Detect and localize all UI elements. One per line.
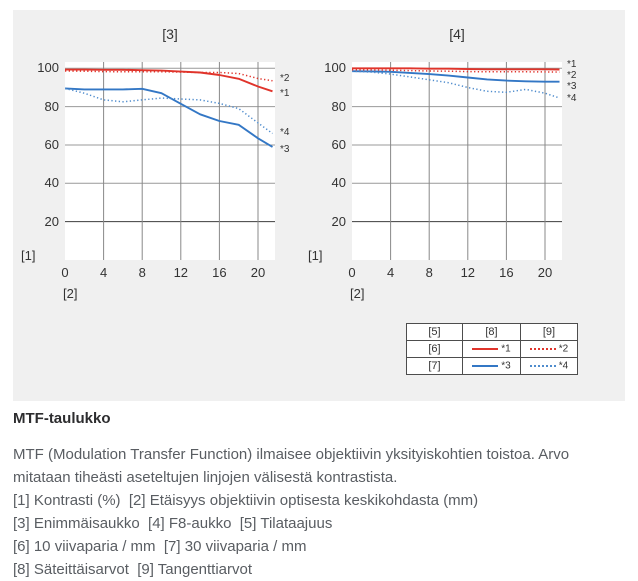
chart-title: [3] [162,26,178,42]
swatch-label: *2 [558,343,569,355]
x-tick-label: 20 [250,265,266,280]
y-tick-label: 40 [44,175,59,191]
series-label: *1 [280,87,290,99]
chart-plot [64,62,275,260]
definition-line: [1] Kontrasti (%) [2] Etäisyys objektiiv… [13,492,479,509]
red-solid-line-swatch [472,348,499,351]
y-tick-label: 20 [44,213,59,229]
legend-swatch-cell: *4 [520,357,578,375]
chart-title: [4] [449,26,465,42]
y-tick-label: 40 [331,175,346,191]
x-tick-label: 8 [138,265,146,280]
legend-header: [8] [462,323,521,341]
series-label: *2 [280,73,290,85]
legend-table: [5] [8] [9] [6] *1 *2 [7] *3 *4 [406,323,578,375]
x-axis-label: [2] [350,286,365,301]
series-label: *3 [280,143,290,155]
x-tick-label: 0 [348,265,356,280]
y-axis-label: [1] [308,248,323,263]
y-tick-label: 20 [331,213,346,229]
swatch-label: *4 [558,360,569,372]
legend-header: [5] [406,323,463,341]
legend-swatch-cell: *2 [520,340,578,358]
red-dotted-line-swatch [529,348,556,351]
series-label: *2 [567,69,577,81]
y-tick-label: 100 [37,60,59,76]
legend-header-row: [5] [8] [9] [406,323,578,341]
blue-solid-line-swatch [472,365,499,368]
series-label: *4 [280,127,290,139]
swatch-label: *1 [501,343,511,355]
mtf-chart-max-aperture: [3] [1] [2] 100 80 60 40 20 0 4 8 12 16 20 *1 *2 *3 *4 [13,10,313,320]
x-tick-label: 0 [61,265,69,280]
x-tick-label: 8 [425,265,433,280]
legend-row-label: [7] [406,357,463,375]
series-label: *3 [567,80,577,92]
definition-line: [6] 10 viivaparia / mm [7] 30 viivaparia… [13,538,307,555]
series-label: *1 [567,59,577,71]
mtf-description-section: MTF-taulukko MTF (Modulation Transfer Fu… [13,410,617,581]
x-tick-label: 12 [173,265,189,280]
y-axis-label: [1] [21,248,36,263]
swatch-label: *3 [501,360,511,372]
legend-row-label: [6] [406,340,463,358]
x-tick-label: 20 [537,265,553,280]
definition-line: [3] Enimmäisaukko [4] F8-aukko [5] Tilat… [13,515,333,532]
legend-swatch-cell: *3 [462,357,521,375]
x-axis-label: [2] [63,286,78,301]
legend-row: [7] *3 *4 [406,357,578,375]
legend-row: [6] *1 *2 [406,340,578,358]
x-tick-label: 16 [499,265,514,280]
legend-swatch-cell: *1 [462,340,521,358]
x-tick-label: 16 [212,265,227,280]
definition-line: [8] Säteittäisarvot [9] Tangenttiarvot [13,561,253,578]
description-paragraph: MTF (Modulation Transfer Function) ilmai… [13,446,574,486]
blue-dotted-line-swatch [529,365,556,368]
y-tick-label: 60 [44,136,59,152]
series-label: *4 [567,92,577,104]
y-tick-label: 60 [331,136,346,152]
y-tick-label: 100 [324,60,346,76]
mtf-charts-panel: [3] [1] [2] 100 80 60 40 20 0 4 8 12 16 20 *1 *2 *3 *4… [13,10,625,401]
mtf-chart-f8: [4] [1] [2] 100 80 60 40 20 0 4 8 12 16 20 *1 *2 *3 *4 [300,10,600,320]
x-tick-label: 4 [386,265,395,280]
x-tick-label: 12 [460,265,476,280]
section-heading: MTF-taulukko [13,410,111,427]
x-tick-label: 4 [99,265,108,280]
y-tick-label: 80 [44,98,59,114]
y-tick-label: 80 [331,98,346,114]
legend-header: [9] [520,323,578,341]
chart-plot [351,62,562,260]
